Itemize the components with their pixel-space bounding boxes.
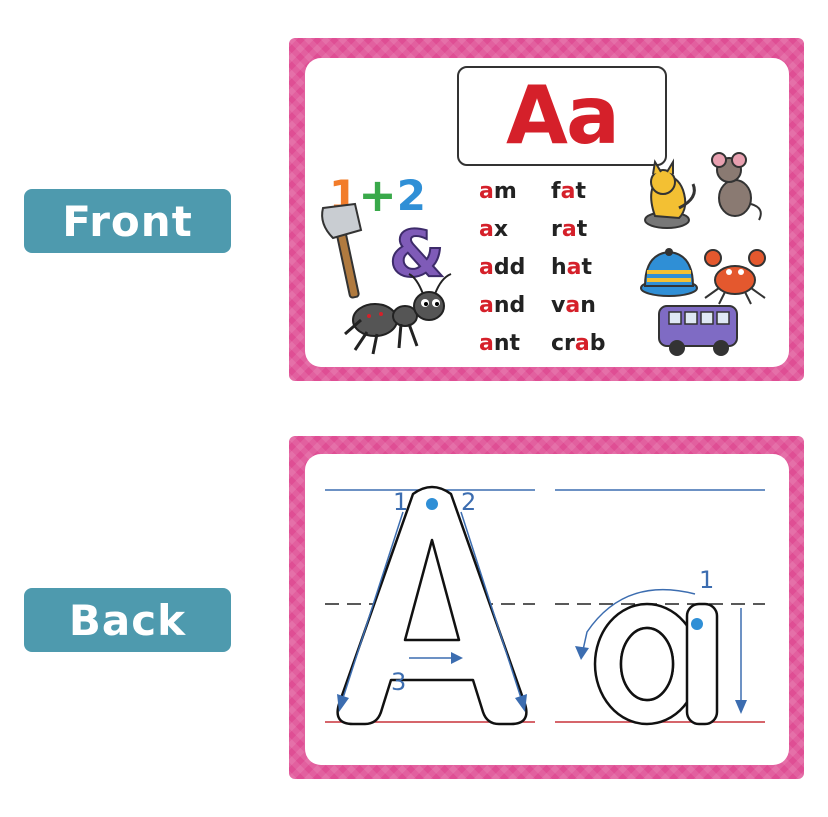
- word-item: crab: [551, 331, 606, 356]
- front-label: Front: [24, 189, 231, 253]
- tracing-guide: [325, 485, 765, 726]
- word-item: am: [479, 179, 517, 204]
- front-panel: Aa 1 + 2 &: [305, 58, 789, 367]
- card-title: Aa: [457, 66, 667, 166]
- word-item: and: [479, 293, 526, 318]
- start-dot-lower: [691, 618, 703, 630]
- start-dot-upper: [426, 498, 438, 510]
- word-list-right: fat rat hat van crab: [551, 173, 606, 363]
- math-two: 2: [396, 170, 427, 220]
- axe-icon: [321, 202, 363, 299]
- crab-icon: [704, 249, 766, 305]
- uppercase-a-outline: [336, 485, 528, 726]
- word-item: add: [479, 255, 526, 280]
- stroke-number-3: 3: [391, 668, 407, 696]
- stroke-number-2: 2: [461, 488, 477, 516]
- cat-icon: [644, 158, 696, 229]
- van-icon: [658, 305, 738, 356]
- mouse-icon: [711, 152, 762, 221]
- hat-icon: [640, 248, 698, 297]
- back-panel: 1 2 3 1: [305, 454, 789, 765]
- math-plus: +: [358, 168, 397, 222]
- word-item: fat: [551, 179, 586, 204]
- word-item: ax: [479, 217, 509, 242]
- word-item: hat: [551, 255, 593, 280]
- lowercase-a-outline: [593, 602, 719, 726]
- front-illustrations: [321, 152, 766, 356]
- back-label: Back: [24, 588, 231, 652]
- word-item: van: [551, 293, 596, 318]
- word-item: ant: [479, 331, 521, 356]
- back-card: 1 2 3 1: [289, 436, 804, 779]
- word-item: rat: [551, 217, 588, 242]
- stroke-number-lower-1: 1: [699, 566, 715, 594]
- stroke-number-1: 1: [393, 488, 409, 516]
- ant-icon: [344, 273, 452, 355]
- word-list-left: am ax add and ant: [479, 173, 525, 363]
- front-card: Aa 1 + 2 &: [289, 38, 804, 381]
- ampersand-graphic: &: [388, 218, 446, 292]
